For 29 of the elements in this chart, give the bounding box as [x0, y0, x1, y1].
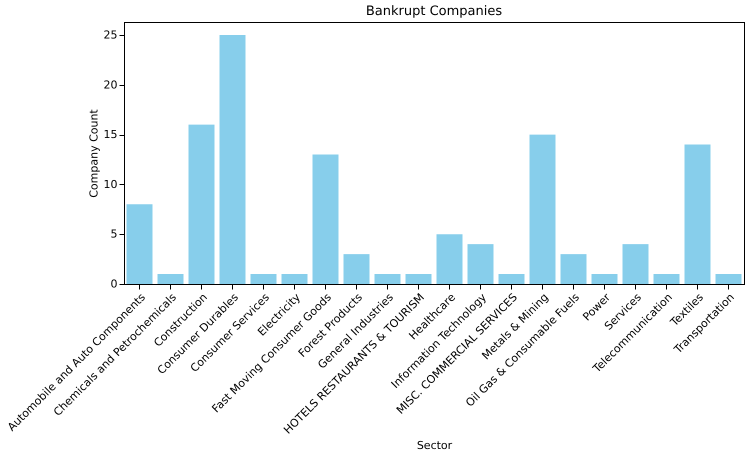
y-tick-label: 0 — [110, 278, 118, 290]
bar — [530, 134, 556, 284]
y-tick-label: 25 — [104, 28, 118, 42]
bar — [344, 254, 370, 284]
bar — [684, 144, 710, 284]
y-tick-label: 15 — [104, 128, 118, 142]
bar — [158, 274, 184, 284]
y-tick-label: 10 — [104, 178, 118, 191]
bar — [188, 124, 214, 284]
bar — [282, 274, 308, 284]
x-axis-title: Sector — [416, 438, 453, 452]
bar — [406, 274, 432, 284]
y-tick-label: 20 — [104, 78, 118, 92]
bar — [622, 244, 648, 284]
chart-title: Bankrupt Companies — [366, 4, 502, 19]
bar — [560, 254, 586, 284]
bar — [468, 244, 494, 284]
bar — [498, 274, 524, 284]
bar — [126, 204, 152, 284]
bar — [716, 274, 742, 284]
bar — [654, 274, 680, 284]
bar — [220, 34, 246, 284]
y-tick-label: 5 — [110, 228, 118, 241]
bar — [312, 154, 338, 284]
bar — [250, 274, 276, 284]
bar — [436, 234, 462, 284]
bar — [592, 274, 618, 284]
y-axis-title: Company Count — [88, 108, 101, 198]
bar — [374, 274, 400, 284]
